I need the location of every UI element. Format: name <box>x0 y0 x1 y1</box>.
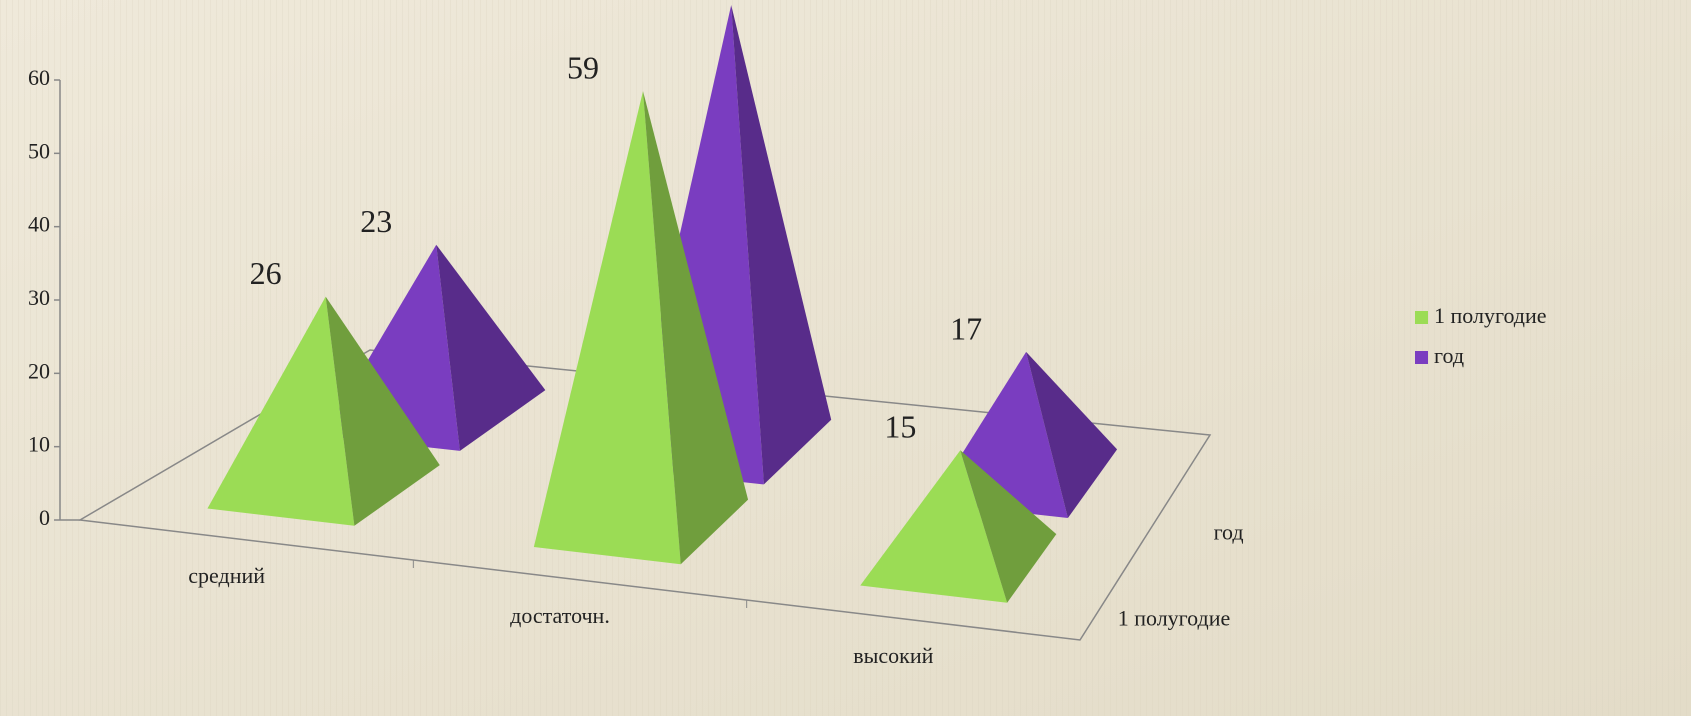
legend-swatch <box>1415 311 1428 324</box>
pyramid-front <box>860 450 1008 603</box>
value-label: 26 <box>250 255 282 291</box>
y-tick-label: 10 <box>28 432 50 457</box>
pyramid-side <box>436 244 546 451</box>
pyramid <box>860 450 1057 603</box>
pyramid-side <box>325 296 440 526</box>
pyramid <box>207 296 440 526</box>
pyramid-front <box>207 296 355 526</box>
pyramid-front <box>533 91 681 565</box>
pyramid-side <box>960 450 1057 603</box>
pyramid-side <box>643 91 749 565</box>
y-tick-label: 20 <box>28 358 50 383</box>
legend-label: 1 полугодие <box>1434 303 1547 328</box>
value-label: 17 <box>950 310 982 346</box>
legend-label: год <box>1434 343 1464 368</box>
value-label: 15 <box>884 409 916 445</box>
legend-swatch <box>1415 351 1428 364</box>
y-tick-label: 30 <box>28 285 50 310</box>
pyramid <box>533 91 749 565</box>
y-tick-label: 60 <box>28 65 50 90</box>
y-tick-label: 0 <box>39 505 50 530</box>
pyramid-side <box>731 5 832 485</box>
x-tick-label: высокий <box>853 643 933 668</box>
pyramid-side <box>1026 351 1118 519</box>
value-label: 59 <box>567 49 599 85</box>
y-tick-label: 40 <box>28 212 50 237</box>
depth-label: 1 полугодие <box>1118 606 1231 631</box>
y-tick-label: 50 <box>28 138 50 163</box>
x-tick-label: достаточн. <box>510 603 610 628</box>
x-tick-label: средний <box>188 563 265 588</box>
depth-label: год <box>1214 519 1244 544</box>
value-label: 23 <box>360 203 392 239</box>
